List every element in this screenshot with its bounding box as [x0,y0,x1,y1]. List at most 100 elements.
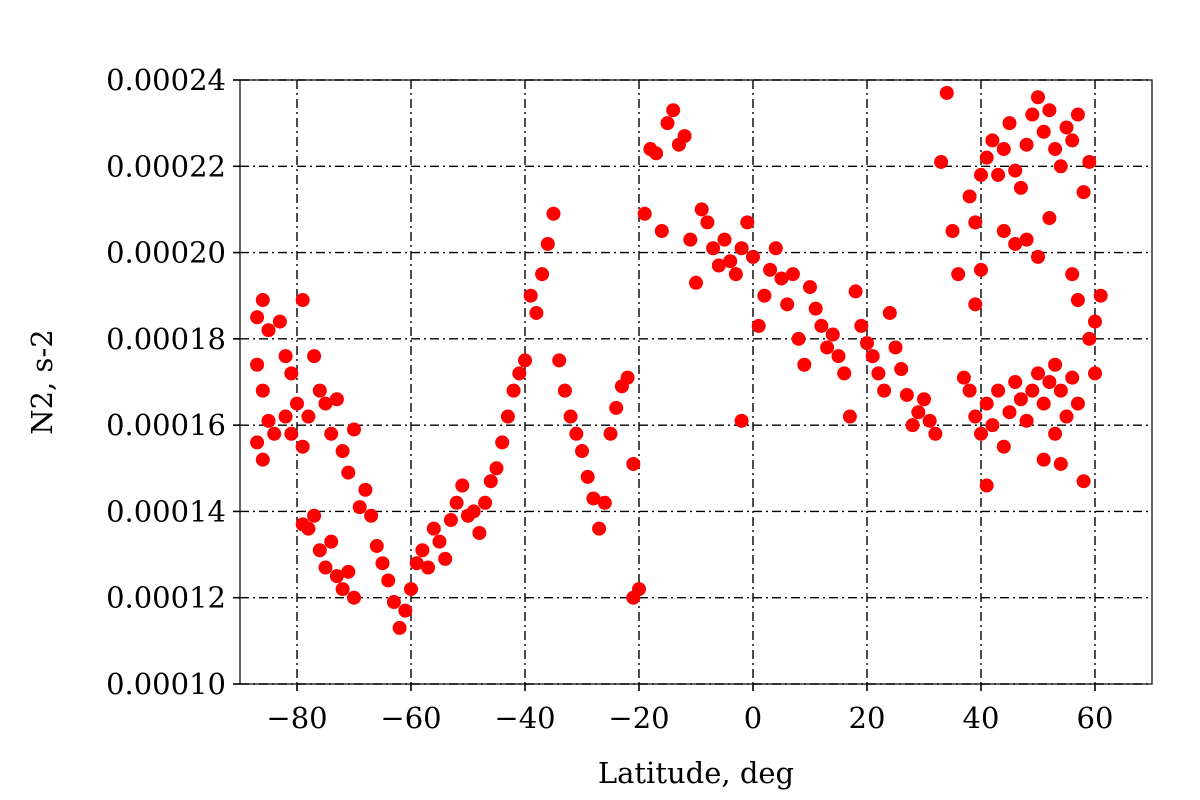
data-point [626,456,641,471]
y-tick-label: 0.00012 [106,581,226,615]
data-point [341,465,356,480]
y-tick-label: 0.00010 [106,667,226,701]
data-point [979,396,994,411]
data-point [1036,124,1051,139]
data-point [352,500,367,515]
data-point [1053,383,1068,398]
data-point [1053,456,1068,471]
data-point [295,293,310,308]
data-point [415,543,430,558]
y-tick-label: 0.00016 [106,408,226,442]
data-point [996,142,1011,157]
data-point [991,383,1006,398]
data-point [974,426,988,441]
data-point [1013,180,1028,195]
data-point [318,560,333,575]
data-point [1019,413,1034,428]
data-point [1070,293,1085,308]
data-point [717,232,732,247]
data-point [780,297,795,312]
data-point [1065,133,1080,148]
data-point [1088,366,1102,381]
data-point [1008,375,1023,389]
data-point [899,387,914,402]
data-point [956,370,971,385]
data-point [1088,314,1102,329]
data-point [1042,375,1057,389]
data-point [1070,107,1085,122]
data-point [945,224,960,238]
data-point [261,413,276,428]
data-point [324,534,339,549]
y-tick-label: 0.00020 [106,236,226,270]
data-point [318,396,333,411]
data-point [301,521,316,536]
data-point [660,116,675,131]
data-point [996,439,1011,454]
data-point [768,241,783,256]
data-point [1053,159,1068,174]
data-point [785,267,800,282]
data-point [1065,370,1080,385]
data-point [347,590,361,605]
data-point [506,383,521,398]
data-point [546,206,561,221]
data-point [569,426,584,441]
data-point [557,383,572,398]
data-point [871,366,886,381]
data-point [438,551,453,566]
data-point [860,336,874,351]
data-point [329,569,344,584]
data-point [740,215,755,230]
data-point [706,241,721,256]
data-point [1048,142,1063,157]
data-point [666,103,681,118]
data-point [848,284,863,299]
axis-ticks: −80 −60 −40 −20 0 20 40 60 0.00010 0.00012 0.00014… [106,63,1113,735]
data-point [1031,90,1045,105]
data-point [985,133,1000,148]
data-point [603,426,618,441]
data-point [1076,185,1091,200]
data-point [803,280,817,295]
data-point [586,491,601,506]
data-point [996,224,1011,238]
y-tick-label: 0.00022 [106,149,226,183]
data-point [620,370,635,385]
data-point [392,620,407,635]
data-point [255,452,270,467]
data-point [888,340,903,355]
data-point [369,538,384,553]
data-point [911,405,926,420]
data-point [250,435,265,450]
x-axis-label: Latitude, deg [598,756,794,790]
data-point [284,366,299,381]
y-tick-label: 0.00014 [106,494,226,528]
data-point [991,167,1006,182]
x-tick-label: 20 [849,701,886,735]
data-point [284,426,299,441]
data-point [278,349,293,364]
data-point [1070,396,1085,411]
data-point [466,504,481,519]
data-point [791,331,806,346]
data-point [865,349,880,364]
data-point [1042,211,1057,226]
data-point [820,340,835,355]
data-point [1048,426,1063,441]
data-point [250,310,265,325]
data-point [381,573,396,588]
data-point [734,413,749,428]
data-point [1013,392,1028,407]
data-point [700,215,715,230]
data-point [922,413,937,428]
data-point [329,392,344,407]
data-point [1093,288,1108,303]
x-tick-label: −40 [494,701,555,735]
data-point [683,232,698,247]
data-point [808,301,823,316]
data-point [495,435,510,450]
data-point [1031,249,1045,264]
data-point [985,418,1000,433]
